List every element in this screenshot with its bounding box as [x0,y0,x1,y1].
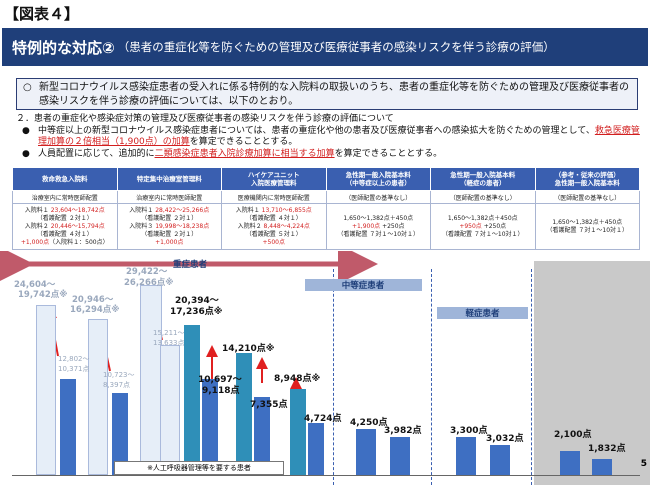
mild-label: 軽症患者 [465,309,500,319]
highlight-text: 二類感染症患者入院診療加算に相当する加算 [154,148,335,159]
value-label: 9,118点 [202,386,240,396]
bullet-item: ● 中等症以上の新型コロナウイルス感染症患者については、患者の重症化や他の患者及… [16,126,642,149]
table-header: 救命救急入院料 [12,167,118,191]
chart-baseline [12,475,640,476]
bar-original [308,423,324,475]
value-label: 26,266点※ [124,278,174,288]
value-label: 4,250点 [350,418,388,428]
value-label: 12,802〜 [58,355,90,363]
table-cell: （医師配置の基準なし） [430,190,536,204]
value-label: 16,294点※ [70,305,120,315]
divider-line [531,269,532,485]
bar-original [560,451,580,475]
bar-original [254,397,270,475]
value-label: 24,604〜 [14,280,56,290]
bar-original [390,437,410,475]
bullet-text: を算定できることとする。 [334,148,443,159]
section-2: ２．患者の重症化や感染症対策の管理及び医療従事者の感染リスクを伴う診療の評価につ… [16,114,642,160]
bullet-icon: ● [22,125,30,136]
value-label: 7,355点 [250,400,288,410]
summary-note: ○ 新型コロナウイルス感染症患者の受入れに係る特例的な入院料の取扱いのうち、患者… [16,78,638,110]
bar-original [202,379,218,475]
value-label: 17,236点※ [170,307,223,317]
bar-ghost [36,305,56,475]
table-cell: 1,650〜1,382点＋450点 +1,900点 +250点 （看護配置 ７対１〜… [325,203,431,250]
value-label: 3,300点 [450,426,488,436]
reference-panel [534,261,650,485]
table-header: 急性期一般入院基本料 （中等症以上の患者） [325,167,431,191]
value-label: 4,724点 [304,414,342,424]
table-cell: 1,650〜1,382点＋450点 +950点 +250点 （看護配置 ７対１〜10… [430,203,536,250]
value-label: 10,371点 [58,365,90,373]
value-label: 10,697〜 [198,375,242,385]
divider-line [431,269,432,485]
value-label: 3,982点 [384,426,422,436]
bullet-text: 人員配置に応じて、追加的に [38,148,155,159]
value-label: 1,832点 [588,444,626,454]
divider-line [333,269,334,485]
moderate-label: 中等症患者 [341,281,385,291]
bullet-icon: ● [22,148,30,159]
bar-ghost [88,319,108,475]
figure-label: 【図表４】 [4,5,80,23]
value-label: 2,100点 [554,430,592,440]
table-cell: （医師配置の基準なし） [534,190,640,204]
value-label: 13,633点 [153,339,185,347]
table-cell: 医療機関内に常時医師配置 [221,190,327,204]
bar-original [356,429,376,475]
circle-mark: ○ [23,82,32,93]
page-number: 5 [640,459,647,469]
severe-label: 重症患者 [172,260,207,270]
bar-original [60,379,76,475]
table-cell: 入院料１ 23,604〜18,742点 （看護配置 ２対１） 入院料２ 20,446… [12,203,118,250]
table-cell: 治療室内に常時医師配置 [116,190,222,204]
bar-original [592,459,612,475]
table-cell: 入院料１ 13,710〜6,855点 （看護配置 ４対１） 入院料２ 8,448〜4… [221,203,327,250]
summary-text: 新型コロナウイルス感染症患者の受入れに係る特例的な入院料の取扱いのうち、患者の重… [39,82,629,107]
page-title: 特例的な対応② [12,38,115,57]
section-heading: ２．患者の重症化や感染症対策の管理及び医療従事者の感染リスクを伴う診療の評価につ… [16,114,394,124]
bullet-text: 中等症以上の新型コロナウイルス感染症患者については、患者の重症化や他の患者及び医… [38,125,595,136]
table-header: （参考・従来の評価） 急性期一般入院基本料 [534,167,640,191]
value-label: 8,948点※ [274,374,321,384]
table-cell: 1,650〜1,382点＋450点 （看護配置 ７対１〜10対１） [534,203,640,250]
value-label: 20,394〜 [175,296,219,306]
bar-new [236,353,252,475]
chart-footnote: ※人工呼吸器管理等を要する患者 [114,461,284,475]
bar-original [456,437,476,475]
bar-ghost [140,285,162,475]
bar-new [184,325,200,475]
table-cell: 入院料１ 28,422〜25,266点 （看護配置 ２対１） 入院料３ 19,998… [116,203,222,250]
table-header: ハイケアユニット 入院医療管理料 [221,167,327,191]
value-label: 29,422〜 [126,267,168,277]
value-label: 8,397点 [103,381,131,389]
value-label: 15,211〜 [153,329,185,337]
table-cell: 治療室内に常時医師配置 [12,190,118,204]
bullet-item: ● 人員配置に応じて、追加的に二類感染症患者入院診療加算に相当する加算を算定でき… [16,149,642,161]
value-label: 19,742点※ [18,290,68,300]
value-label: 3,032点 [486,434,524,444]
table-cell: （医師配置の基準なし） [325,190,431,204]
bar-new [290,389,306,475]
bar-ghost [160,345,180,475]
bar-original [490,445,510,475]
bar-original [112,393,128,475]
table-header: 急性期一般入院基本料 （軽症の患者） [430,167,536,191]
fee-table: 救命救急入院料 特定集中治療室管理料 ハイケアユニット 入院医療管理料 急性期一般入院基… [12,167,640,250]
value-label: 20,946〜 [72,295,114,305]
page-subtitle: （患者の重症化等を防ぐための管理及び医療従事者の感染リスクを伴う診療の評価） [117,40,555,54]
bullet-text: を算定できることとする。 [189,137,298,148]
points-chart: 重症患者 中等症患者 軽症患者 24,604〜 19,742点※ 12,802〜… [0,251,650,485]
highlight-text: 救急医療管理加算の２倍相当（1,900点）の加算 [38,125,640,148]
value-label: 14,210点※ [222,344,275,354]
title-bar: 特例的な対応② （患者の重症化等を防ぐための管理及び医療従事者の感染リスクを伴う… [2,28,648,66]
value-label: 10,723〜 [103,371,135,379]
table-header: 特定集中治療室管理料 [116,167,222,191]
